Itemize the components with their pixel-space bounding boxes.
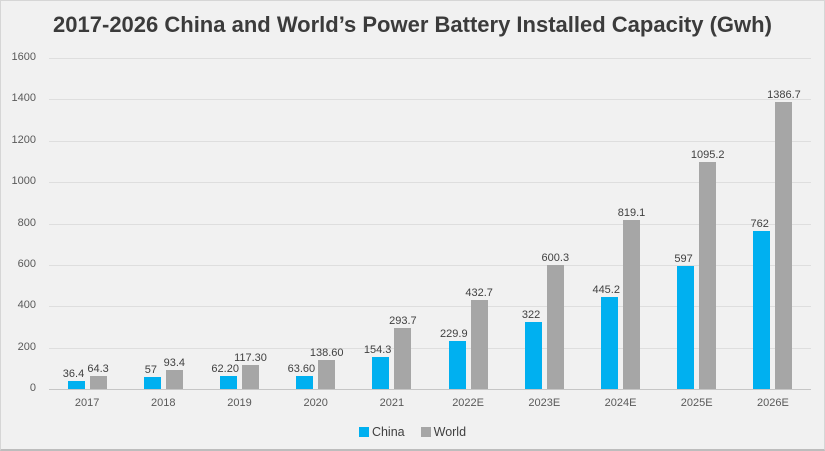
gridline [49,99,811,101]
x-axis-tick-label: 2025E [680,397,713,409]
legend-item-china: China [358,425,405,439]
gridline [49,58,811,59]
legend-swatch-china [358,427,369,437]
bar-data-label: 93.4 [163,356,186,369]
bar-world: 1095.2 [691,149,725,389]
bar-world: 432.7 [465,287,493,389]
bar-world: 93.4 [164,357,185,389]
x-axis-tick-label: 2023E [528,397,561,409]
bar-group: 62.20 117.30 [201,58,277,389]
bar-china: 62.20 [211,363,239,389]
legend-label: World [433,425,467,439]
legend-label: China [371,425,405,439]
y-axis-tick-label: 1200 [11,133,36,146]
bar-world: 64.3 [87,363,109,389]
bar-data-label: 597 [674,252,693,265]
bar-group: 63.60 138.60 [278,58,354,389]
x-axis-tick-label: 2026E [756,397,789,409]
bar-data-label: 600.3 [541,251,570,264]
x-axis-tick-label: 2018 [151,397,176,409]
y-axis-tick-label: 1400 [11,92,36,105]
legend-item-world: World [420,425,467,439]
x-axis-tick-label: 2017 [74,397,100,409]
y-axis-tick-label: 800 [17,216,36,229]
x-axis-tick-label: 2020 [303,397,328,409]
gridline [49,223,811,225]
bar-china: 445.2 [592,284,620,389]
bar-world: 600.3 [542,252,569,389]
bar-data-label: 62.20 [211,363,239,376]
gridline [49,347,811,349]
bar-data-label: 1386.7 [767,89,801,102]
bar-data-label: 1095.2 [690,149,725,162]
bar-china: 154.3 [364,344,391,389]
y-axis: 1600 1400 1200 1000 800 600 400 200 0 [1,51,43,394]
bar-data-label: 138.60 [309,347,344,360]
bar-data-label: 57 [144,364,157,377]
bar-world: 138.60 [310,347,344,389]
bar-china: 63.60 [288,363,315,389]
bar-china: 229.9 [440,328,468,389]
y-axis-tick-label: 600 [17,257,36,270]
y-axis-tick-label: 1000 [11,175,36,188]
bar-data-label: 117.30 [234,351,267,364]
bar-data-label: 819.1 [617,206,646,219]
bar-data-label: 293.7 [389,315,417,328]
bar-china: 322 [522,309,542,389]
chart-title: 2017-2026 China and World’s Power Batter… [53,12,772,37]
y-axis-tick-label: 0 [29,382,36,394]
bar-data-label: 322 [521,309,541,322]
bar-data-label: 154.3 [363,344,392,357]
gridline [49,182,811,184]
bar-world: 819.1 [618,207,645,389]
y-axis-tick-label: 1600 [11,51,36,63]
bar-data-label: 432.7 [465,286,493,299]
gridline [49,140,811,142]
bar-data-label: 762 [750,218,769,231]
bar-groups: 36.4 64.3 57 93.4 62.20 117.30 63.60 138.60 154.… [49,58,811,389]
gridline [49,306,811,308]
bar-group: 322 600.3 [506,58,582,389]
bar-data-label: 64.3 [87,362,109,375]
bar-group: 445.2 819.1 [582,58,658,389]
legend: China World [1,425,824,439]
x-axis-tick-label: 2022E [452,397,484,409]
bar-data-label: 63.60 [287,362,316,375]
bar-china: 57 [143,364,161,389]
bar-world: 293.7 [389,315,417,389]
bar-world: 1386.7 [767,89,801,389]
x-axis-tick-label: 2024E [604,397,637,409]
bar-group: 229.9 432.7 [430,58,506,389]
bar-china: 36.4 [63,368,85,389]
gridline [49,264,811,266]
legend-swatch-world [420,427,431,437]
bar-world: 117.30 [234,352,267,389]
bar-data-label: 229.9 [440,328,468,341]
y-axis-tick-label: 400 [17,299,36,312]
y-axis-tick-label: 200 [17,340,36,353]
bar-group: 57 93.4 [125,58,201,389]
bar-china: 597 [674,253,695,389]
bar-china: 762 [751,218,771,389]
bar-group: 154.3 293.7 [354,58,430,389]
plot-area: 36.4 64.3 57 93.4 62.20 117.30 63.60 138.60 154.… [49,58,811,390]
bar-group: 36.4 64.3 [49,58,125,389]
x-axis: 2017 2018 2019 2020 2021 2022E 2023E 2024E 2025E… [49,397,811,412]
x-axis-tick-label: 2021 [379,397,405,409]
bar-data-label: 36.4 [62,368,85,381]
bar-group: 597 1095.2 [659,58,735,389]
bar-data-label: 445.2 [592,283,620,296]
bar-group: 762 1386.7 [735,58,811,389]
x-axis-tick-label: 2019 [227,397,252,409]
